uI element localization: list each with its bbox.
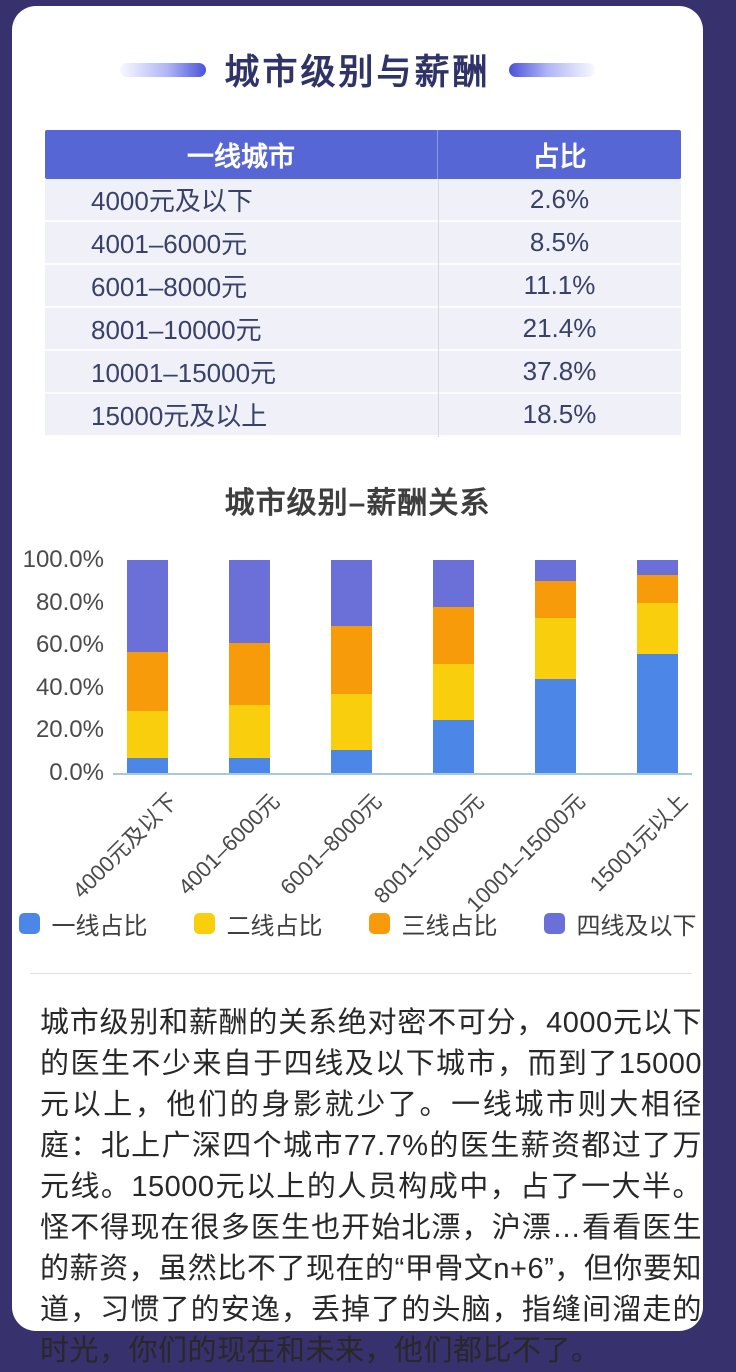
bar-segment-一线占比 [432, 719, 474, 773]
table-cell-salary-range: 15000元及以上 [91, 401, 268, 431]
table-row: 8001–10000元 21.4% [45, 308, 681, 351]
table-cell-salary-range: 10001–15000元 [91, 358, 277, 388]
stacked-bar-chart: 0.0% 20.0% 40.0% 60.0% 80.0% 100.0% 4000元及以下 40… [12, 534, 703, 917]
bar-segment-一线占比 [330, 749, 372, 773]
bar-segment-一线占比 [636, 653, 678, 773]
table-body: 4000元及以下 2.6% 4001–6000元 8.5% 6001–8000元 11.1… [45, 179, 681, 437]
legend-item: 二线占比 [193, 906, 323, 941]
bar-segment-二线占比 [534, 617, 576, 680]
section-divider [30, 973, 692, 974]
table-header-share: 占比 [532, 142, 587, 172]
table-row: 10001–15000元 37.8% [45, 351, 681, 394]
salary-table: 一线城市 占比 4000元及以下 2.6% 4001–6000元 8.5% 6001–8… [45, 130, 681, 437]
bar-segment-三线占比 [126, 651, 168, 712]
table-cell-share: 37.8% [522, 356, 597, 386]
table-row: 15000元及以上 18.5% [45, 394, 681, 437]
table-cell-share: 11.1% [523, 270, 596, 300]
legend-swatch-icon [368, 913, 390, 934]
table-header-row: 一线城市 占比 [45, 130, 681, 179]
title-decor-left-line [120, 62, 207, 77]
table-row: 4001–6000元 8.5% [45, 222, 681, 265]
bar-segment-二线占比 [330, 694, 372, 750]
table-row: 6001–8000元 11.1% [45, 265, 681, 308]
table-header-city-tier: 一线城市 [45, 130, 438, 179]
table-cell-share: 2.6% [529, 184, 590, 214]
bar-segment-四线及以下 [330, 560, 372, 627]
bar-segment-二线占比 [432, 664, 474, 720]
bar-segment-三线占比 [228, 643, 270, 705]
legend-label: 三线占比 [401, 913, 498, 940]
bar-segment-二线占比 [228, 704, 270, 759]
bar-segment-二线占比 [636, 602, 678, 654]
bar-segment-三线占比 [330, 626, 372, 695]
chart-title: 城市级别–薪酬关系 [224, 487, 491, 520]
table-cell-share: 8.5% [529, 227, 590, 257]
table-cell-share: 21.4% [522, 313, 597, 343]
legend-item: 三线占比 [368, 906, 498, 941]
y-axis-tick-label: 100.0% [22, 546, 104, 573]
bar-segment-四线及以下 [636, 560, 678, 575]
x-axis-category-label: 15001元以上 [584, 788, 693, 897]
bar-segment-二线占比 [126, 711, 168, 759]
table-cell-salary-range: 4001–6000元 [91, 229, 248, 259]
legend-swatch-icon [18, 913, 40, 934]
bar-segment-四线及以下 [126, 560, 168, 652]
table-cell-salary-range: 4000元及以下 [91, 186, 253, 216]
bar-segment-四线及以下 [534, 560, 576, 582]
legend-swatch-icon [193, 913, 215, 934]
x-axis-category-label: 4000元及以下 [67, 788, 183, 904]
bar-segment-三线占比 [432, 606, 474, 665]
y-axis-tick-label: 0.0% [49, 759, 104, 786]
bar-segment-一线占比 [126, 758, 168, 773]
legend-item: 四线及以下 [543, 906, 697, 941]
y-axis-tick-label: 20.0% [35, 716, 104, 744]
legend-label: 二线占比 [226, 913, 323, 940]
bar-segment-四线及以下 [432, 560, 474, 607]
y-axis-tick-label: 80.0% [35, 588, 104, 616]
table-cell-salary-range: 8001–10000元 [91, 315, 262, 345]
x-axis-category-label: 4001–6000元 [173, 788, 285, 900]
x-axis-line [113, 773, 692, 775]
content-card: 城市级别与薪酬 一线城市 占比 4000元及以下 2.6% 4001–6000元 8.… [12, 6, 703, 1367]
bar-segment-三线占比 [636, 574, 678, 603]
bar-segment-三线占比 [534, 581, 576, 618]
legend-label: 一线占比 [51, 913, 148, 940]
section-title: 城市级别与薪酬 [12, 44, 703, 95]
bar-segment-一线占比 [534, 679, 576, 773]
y-axis-tick-label: 60.0% [35, 631, 104, 659]
bar-segment-一线占比 [228, 758, 270, 773]
bar-segment-四线及以下 [228, 560, 270, 644]
title-decor-right-line [508, 62, 595, 77]
table-column-divider [438, 179, 439, 437]
chart-legend: 一线占比 二线占比 三线占比 四线及以下 [12, 906, 703, 941]
table-cell-salary-range: 6001–8000元 [91, 272, 248, 302]
table-cell-share: 18.5% [522, 399, 597, 429]
page-title: 城市级别与薪酬 [224, 53, 491, 92]
y-axis-tick-label: 40.0% [35, 673, 104, 701]
legend-swatch-icon [543, 913, 565, 934]
legend-item: 一线占比 [18, 906, 148, 941]
table-row: 4000元及以下 2.6% [45, 179, 681, 222]
analysis-paragraph: 城市级别和薪酬的关系绝对密不可分，4000元以下的医生不少来自于四线及以下城市，… [40, 1007, 702, 1367]
legend-label: 四线及以下 [576, 913, 697, 940]
